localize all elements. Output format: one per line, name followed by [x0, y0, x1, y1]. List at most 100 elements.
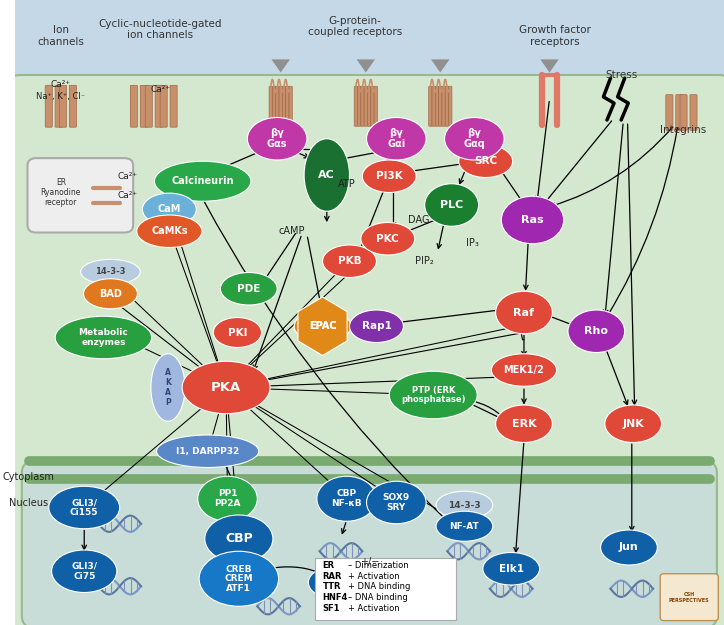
Text: SF1: SF1 — [323, 604, 340, 612]
FancyBboxPatch shape — [289, 86, 292, 126]
FancyBboxPatch shape — [354, 86, 358, 126]
Ellipse shape — [214, 318, 261, 348]
FancyBboxPatch shape — [445, 86, 449, 126]
Text: ER
Ryanodine
receptor: ER Ryanodine receptor — [41, 177, 81, 208]
Text: Raf: Raf — [513, 308, 534, 318]
Ellipse shape — [248, 118, 307, 160]
Polygon shape — [298, 297, 347, 356]
Ellipse shape — [496, 405, 552, 442]
Ellipse shape — [220, 272, 277, 305]
Text: G-protein-
coupled receptors: G-protein- coupled receptors — [308, 16, 403, 38]
Ellipse shape — [51, 550, 117, 592]
FancyBboxPatch shape — [28, 158, 133, 232]
Text: MEK1/2: MEK1/2 — [504, 365, 544, 375]
Ellipse shape — [154, 161, 251, 201]
Text: – Dimerization: – Dimerization — [348, 561, 409, 570]
FancyBboxPatch shape — [146, 85, 152, 127]
Text: SRC: SRC — [474, 156, 497, 166]
Ellipse shape — [199, 551, 279, 606]
FancyBboxPatch shape — [449, 86, 452, 126]
Ellipse shape — [605, 405, 662, 442]
Ellipse shape — [390, 371, 477, 419]
FancyBboxPatch shape — [70, 85, 77, 127]
FancyBboxPatch shape — [675, 94, 683, 130]
Text: CBP: CBP — [225, 532, 253, 545]
FancyBboxPatch shape — [439, 86, 442, 126]
FancyBboxPatch shape — [680, 94, 687, 130]
FancyBboxPatch shape — [371, 86, 374, 126]
Text: EPAC: EPAC — [308, 321, 337, 331]
FancyBboxPatch shape — [140, 85, 148, 127]
Text: Cyclic-nucleotide-gated
ion channels: Cyclic-nucleotide-gated ion channels — [98, 19, 222, 41]
FancyBboxPatch shape — [286, 86, 289, 126]
Ellipse shape — [366, 118, 426, 160]
Text: CaMKs: CaMKs — [151, 226, 188, 236]
Ellipse shape — [350, 310, 403, 342]
Text: PKA: PKA — [211, 381, 241, 394]
FancyBboxPatch shape — [276, 86, 279, 126]
FancyBboxPatch shape — [442, 86, 445, 126]
FancyBboxPatch shape — [279, 86, 282, 126]
Polygon shape — [357, 59, 375, 72]
Text: BAD: BAD — [99, 289, 122, 299]
FancyBboxPatch shape — [358, 86, 361, 126]
Text: CBP
NF-κB: CBP NF-κB — [332, 489, 362, 508]
Ellipse shape — [496, 291, 552, 334]
Text: Rap1: Rap1 — [361, 321, 392, 331]
Ellipse shape — [83, 279, 138, 309]
FancyBboxPatch shape — [160, 85, 167, 127]
Text: 14-3-3: 14-3-3 — [448, 501, 481, 509]
Text: JNK: JNK — [623, 419, 644, 429]
FancyBboxPatch shape — [0, 75, 724, 625]
Text: RAR: RAR — [323, 572, 342, 581]
Ellipse shape — [317, 476, 376, 521]
FancyBboxPatch shape — [170, 85, 177, 127]
Ellipse shape — [492, 354, 557, 386]
FancyBboxPatch shape — [22, 461, 717, 625]
Text: ER: ER — [323, 561, 334, 570]
Ellipse shape — [366, 481, 426, 524]
Ellipse shape — [362, 160, 416, 192]
FancyBboxPatch shape — [368, 86, 371, 126]
Ellipse shape — [137, 215, 202, 248]
Text: Metabolic
enzymes: Metabolic enzymes — [78, 328, 128, 347]
FancyBboxPatch shape — [690, 94, 697, 130]
Text: cAMP: cAMP — [278, 226, 305, 236]
Ellipse shape — [354, 564, 408, 596]
Ellipse shape — [501, 196, 564, 244]
Text: Calcineurin: Calcineurin — [172, 176, 234, 186]
Text: – DNA binding: – DNA binding — [348, 593, 408, 602]
Ellipse shape — [568, 310, 625, 352]
Text: PLC: PLC — [440, 200, 463, 210]
Text: Ca²⁺: Ca²⁺ — [117, 191, 138, 199]
Text: GLI3/
Ci75: GLI3/ Ci75 — [71, 562, 97, 581]
Ellipse shape — [308, 566, 362, 599]
Text: IP₃: IP₃ — [466, 238, 479, 248]
Text: PDE: PDE — [237, 284, 261, 294]
FancyBboxPatch shape — [660, 574, 718, 621]
Ellipse shape — [182, 361, 270, 414]
Text: PIP₂: PIP₂ — [416, 256, 434, 266]
Text: βγ
Gαs: βγ Gαs — [267, 128, 287, 149]
Text: Cytoplasm: Cytoplasm — [3, 472, 55, 482]
Text: Stress: Stress — [605, 70, 637, 80]
Text: Ca²⁺: Ca²⁺ — [51, 80, 71, 89]
Text: CREB
CREM
ATF1: CREB CREM ATF1 — [224, 564, 253, 593]
Text: CSH
PERSPECTIVES: CSH PERSPECTIVES — [669, 592, 710, 603]
FancyBboxPatch shape — [364, 86, 368, 126]
Ellipse shape — [55, 316, 151, 359]
Text: Integrins: Integrins — [660, 125, 706, 135]
FancyBboxPatch shape — [361, 86, 364, 126]
FancyBboxPatch shape — [374, 86, 377, 126]
FancyBboxPatch shape — [666, 94, 673, 130]
Ellipse shape — [425, 184, 479, 226]
Text: CaM: CaM — [158, 204, 181, 214]
Ellipse shape — [49, 486, 119, 529]
Text: βγ
Gαi: βγ Gαi — [387, 128, 405, 149]
Ellipse shape — [483, 552, 539, 585]
Ellipse shape — [459, 145, 513, 177]
Text: TTR: TTR — [323, 582, 341, 591]
Text: A
K
A
P: A K A P — [165, 369, 171, 406]
FancyBboxPatch shape — [45, 85, 52, 127]
Text: + DNA binding: + DNA binding — [348, 582, 411, 591]
